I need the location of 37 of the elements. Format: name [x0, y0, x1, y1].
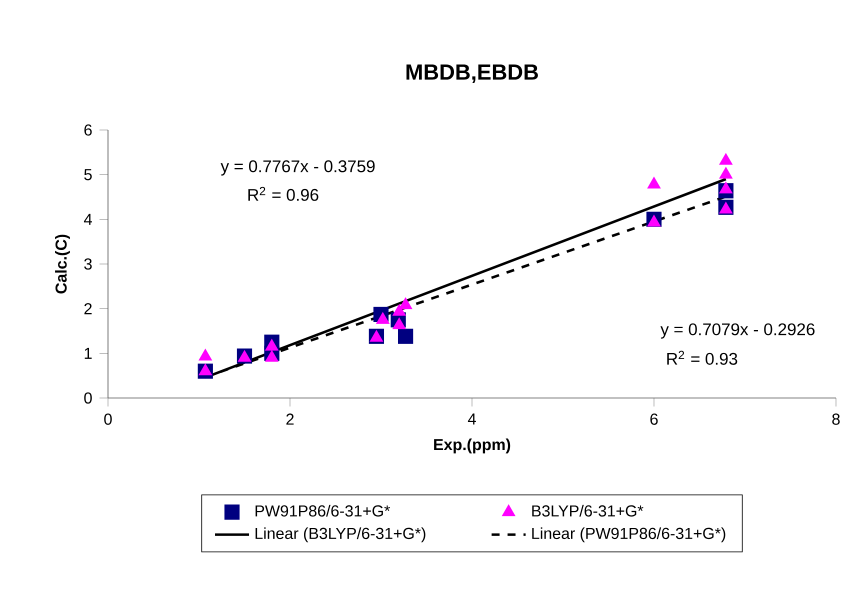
point: [265, 339, 278, 351]
chart-title: MBDB,EBDB: [406, 64, 538, 84]
point: [647, 176, 661, 188]
annotation: y = 0.7079x - 0.2926: [660, 323, 815, 339]
point: [392, 318, 406, 330]
point: [398, 328, 414, 344]
y-tick-label: 1: [84, 348, 92, 359]
point: [198, 364, 212, 376]
x-tick-label: 6: [650, 414, 658, 425]
annotation: R$^{2}$ = 0.93: [667, 350, 738, 365]
y-tick-label: 3: [84, 258, 92, 270]
point: [719, 182, 732, 194]
point: [647, 214, 661, 226]
legend-label: Linear (PW91P86/6-31+G*): [532, 527, 726, 542]
x-tick-label: 2: [286, 414, 294, 425]
legend-label: Linear (B3LYP/6-31+G*): [256, 527, 426, 542]
point: [265, 350, 278, 362]
annotation: R$^{2}$ = 0.96: [248, 186, 318, 201]
point: [719, 153, 732, 165]
x-tick-label: 8: [832, 414, 840, 425]
point: [376, 312, 390, 324]
y-tick-label: 6: [84, 124, 92, 136]
y-tick-label: 0: [84, 392, 92, 404]
point: [392, 304, 406, 316]
x-tick-label: 0: [104, 414, 112, 425]
point: [398, 298, 412, 310]
y-tick-label: 4: [84, 214, 92, 225]
annotation: y = 0.7767x - 0.3759: [220, 160, 375, 176]
x-axis-title: Exp.(ppm): [434, 438, 510, 454]
legend-label: PW91P86/6-31+G*: [256, 504, 390, 517]
x-tick-label: 4: [468, 414, 476, 425]
legend-label: B3LYP/6-31+G*: [532, 504, 644, 517]
y-tick-label: 2: [84, 303, 92, 314]
point: [719, 167, 732, 179]
y-axis-title: Calc.(C): [55, 234, 70, 294]
y-tick-label: 5: [84, 169, 92, 180]
point: [198, 348, 212, 360]
